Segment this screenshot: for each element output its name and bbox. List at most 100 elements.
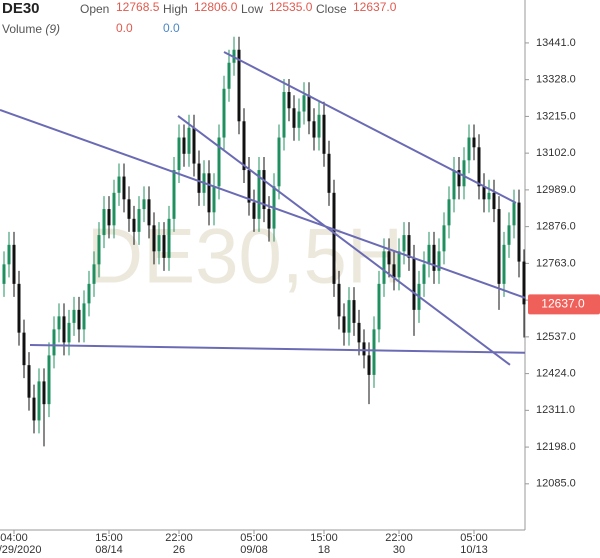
x-tick-label: 05:00 bbox=[240, 532, 268, 544]
candle-body bbox=[447, 199, 451, 226]
candle-body bbox=[487, 192, 491, 200]
candle-body bbox=[482, 186, 486, 200]
symbol: DE30 bbox=[2, 0, 40, 17]
candle-body bbox=[72, 309, 76, 323]
volume-label: Volume (9) bbox=[2, 22, 60, 36]
candle-body bbox=[267, 209, 271, 229]
candle-body bbox=[277, 137, 281, 187]
candle-body bbox=[452, 170, 456, 200]
y-tick-label: 12198.0 bbox=[536, 441, 576, 453]
candle-body bbox=[227, 62, 231, 89]
trend-line bbox=[0, 108, 526, 299]
candle-body bbox=[287, 92, 291, 109]
candle-body bbox=[372, 329, 376, 375]
candle-body bbox=[137, 209, 141, 232]
candle-body bbox=[62, 316, 66, 343]
candle-body bbox=[217, 137, 221, 187]
y-tick-label: 13215.0 bbox=[536, 110, 576, 122]
candle-body bbox=[307, 95, 311, 122]
candle-body bbox=[462, 160, 466, 187]
y-tick-label: 12424.0 bbox=[536, 368, 576, 380]
x-date-label: 26 bbox=[173, 544, 185, 556]
y-tick-label: 12311.0 bbox=[536, 404, 575, 416]
candle-body bbox=[77, 309, 81, 330]
x-date-label: 08/14 bbox=[95, 544, 123, 556]
candle-body bbox=[132, 218, 136, 232]
candle-body bbox=[427, 244, 431, 265]
candle-body bbox=[422, 264, 426, 284]
close-label: Close bbox=[316, 2, 347, 16]
y-tick-label: 12763.0 bbox=[536, 257, 576, 269]
candle-body bbox=[187, 127, 191, 154]
x-tick-label: 15:00 bbox=[95, 532, 123, 544]
candle-body bbox=[12, 244, 16, 284]
x-date-label: 30 bbox=[393, 544, 405, 556]
candle-body bbox=[402, 235, 406, 252]
candle-body bbox=[152, 225, 156, 252]
candle-body bbox=[242, 121, 246, 171]
candle-body bbox=[522, 261, 526, 305]
candle-body bbox=[517, 202, 521, 262]
open-label: Open bbox=[80, 2, 110, 16]
candle-body bbox=[17, 283, 21, 333]
candle-body bbox=[477, 147, 481, 187]
candle-body bbox=[352, 300, 356, 323]
candle-body bbox=[112, 192, 116, 226]
candle-body bbox=[197, 163, 201, 193]
candle-body bbox=[292, 108, 296, 128]
candle-body bbox=[317, 114, 321, 138]
candle-body bbox=[212, 186, 216, 213]
candle-body bbox=[492, 192, 496, 210]
high-label: High bbox=[163, 2, 188, 16]
candle-body bbox=[342, 316, 346, 333]
candle-body bbox=[122, 176, 126, 200]
trend-line bbox=[177, 115, 511, 366]
candle-body bbox=[117, 176, 121, 193]
candle-body bbox=[167, 218, 171, 258]
last-price-box bbox=[528, 294, 600, 315]
candle-body bbox=[432, 244, 436, 271]
close-value: 12637.0 bbox=[353, 0, 397, 14]
candle-body bbox=[182, 137, 186, 154]
x-date-label: 18 bbox=[318, 544, 330, 556]
candle-body bbox=[87, 283, 91, 304]
candle-body bbox=[412, 257, 416, 310]
candle-body bbox=[42, 381, 46, 405]
candle-body bbox=[127, 199, 131, 219]
candle-body bbox=[57, 316, 61, 330]
candle-body bbox=[37, 381, 41, 421]
volume-value: 0.0 bbox=[163, 21, 180, 35]
candle-body bbox=[142, 199, 146, 210]
candle-body bbox=[387, 251, 391, 265]
candle-body bbox=[47, 355, 51, 405]
candle-body bbox=[257, 170, 261, 219]
y-tick-label: 12085.0 bbox=[536, 478, 576, 490]
candle-body bbox=[512, 202, 516, 226]
candle-body bbox=[162, 235, 166, 258]
x-tick-label: 05:00 bbox=[460, 532, 488, 544]
candle-body bbox=[322, 114, 326, 154]
y-tick-label: 12876.0 bbox=[536, 221, 576, 233]
x-tick-label: 15:00 bbox=[310, 532, 338, 544]
candle-body bbox=[247, 170, 251, 203]
candle-body bbox=[467, 137, 471, 161]
y-tick-label: 13328.0 bbox=[536, 74, 576, 86]
candle-body bbox=[502, 244, 506, 284]
volume-name: Volume bbox=[2, 22, 43, 36]
candle-body bbox=[437, 251, 441, 271]
candle-body bbox=[177, 137, 181, 171]
candle-body bbox=[32, 397, 36, 421]
candle-body bbox=[92, 264, 96, 284]
candle-body bbox=[377, 283, 381, 330]
volume-param: (9) bbox=[45, 22, 61, 36]
candle-body bbox=[252, 202, 256, 219]
candle-body bbox=[357, 322, 361, 343]
trend-line bbox=[223, 51, 517, 204]
x-tick-label: 04:00 bbox=[0, 532, 28, 544]
candle-body bbox=[312, 121, 316, 138]
candle-body bbox=[297, 111, 301, 128]
candle-body bbox=[367, 355, 371, 375]
candle-body bbox=[97, 235, 101, 265]
